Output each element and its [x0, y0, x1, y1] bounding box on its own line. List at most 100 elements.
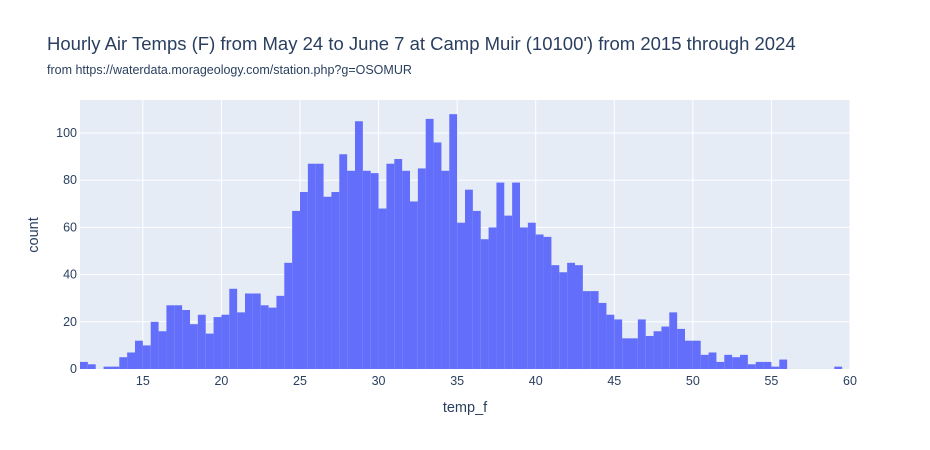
histogram-bar[interactable] — [87, 364, 96, 369]
histogram-bar[interactable] — [292, 210, 300, 369]
histogram-bar[interactable] — [417, 168, 426, 369]
histogram-bar[interactable] — [111, 366, 120, 369]
histogram-bar[interactable] — [661, 326, 670, 369]
histogram-bar[interactable] — [237, 312, 245, 369]
histogram-bar[interactable] — [614, 319, 623, 369]
histogram-bar[interactable] — [80, 361, 88, 369]
histogram-bar[interactable] — [315, 163, 324, 369]
histogram-bar[interactable] — [771, 366, 780, 369]
histogram-bar[interactable] — [150, 321, 159, 369]
histogram-bar[interactable] — [692, 340, 701, 369]
histogram-bar[interactable] — [449, 114, 458, 369]
histogram-bar[interactable] — [300, 192, 308, 369]
histogram-bar[interactable] — [378, 208, 387, 369]
histogram-bar[interactable] — [669, 312, 678, 369]
x-tick-label: 50 — [686, 374, 700, 388]
y-tick-label: 20 — [63, 315, 77, 329]
histogram-bar[interactable] — [598, 302, 607, 369]
histogram-bar[interactable] — [465, 189, 473, 369]
histogram-bar[interactable] — [268, 307, 277, 369]
histogram-bar[interactable] — [252, 293, 261, 369]
histogram-bar[interactable] — [307, 163, 316, 369]
histogram-bar[interactable] — [472, 210, 481, 369]
histogram-bar[interactable] — [386, 163, 395, 369]
histogram-bar[interactable] — [582, 291, 591, 369]
histogram-bar[interactable] — [441, 170, 450, 369]
histogram-bar[interactable] — [747, 364, 756, 369]
x-tick-label: 55 — [764, 374, 778, 388]
histogram-bar[interactable] — [645, 335, 654, 369]
histogram-bar[interactable] — [190, 324, 198, 369]
histogram-bar[interactable] — [127, 352, 135, 369]
histogram-bar[interactable] — [496, 182, 505, 369]
histogram-bar[interactable] — [480, 239, 489, 369]
histogram-bar[interactable] — [559, 272, 568, 369]
histogram-bar[interactable] — [339, 154, 348, 369]
histogram-bar[interactable] — [331, 192, 340, 369]
histogram-bar[interactable] — [677, 328, 685, 369]
histogram-bar[interactable] — [425, 118, 434, 369]
histogram-bar[interactable] — [653, 331, 662, 369]
histogram-bar[interactable] — [394, 158, 403, 369]
histogram-bar[interactable] — [685, 340, 693, 369]
histogram-bar[interactable] — [551, 265, 560, 369]
histogram-bar[interactable] — [119, 357, 128, 369]
histogram-bar[interactable] — [567, 262, 575, 369]
histogram-bar[interactable] — [732, 357, 740, 369]
histogram-bar[interactable] — [370, 173, 379, 369]
histogram-bar[interactable] — [174, 305, 183, 369]
histogram-bar[interactable] — [402, 170, 410, 369]
histogram-bar[interactable] — [197, 314, 206, 369]
histogram-bar[interactable] — [520, 227, 528, 369]
histogram-bar[interactable] — [103, 366, 112, 369]
histogram-bar[interactable] — [433, 142, 442, 369]
histogram-bar[interactable] — [606, 314, 615, 369]
histogram-bar[interactable] — [834, 366, 843, 369]
histogram-bar[interactable] — [323, 196, 332, 369]
histogram-bar[interactable] — [221, 314, 230, 369]
histogram-bar[interactable] — [362, 170, 371, 369]
histogram-bar[interactable] — [276, 295, 285, 369]
histogram-bar[interactable] — [527, 222, 536, 369]
histogram-bar[interactable] — [355, 121, 363, 369]
histogram-bar[interactable] — [622, 338, 630, 369]
histogram-bar[interactable] — [504, 215, 513, 369]
x-tick-label: 20 — [214, 374, 228, 388]
histogram-bar[interactable] — [700, 354, 709, 369]
histogram-bar[interactable] — [590, 291, 599, 369]
histogram-bar[interactable] — [205, 333, 214, 369]
histogram-bar[interactable] — [410, 201, 418, 369]
histogram-bar[interactable] — [543, 236, 552, 369]
histogram-bar[interactable] — [755, 361, 764, 369]
histogram-bar[interactable] — [488, 227, 497, 369]
histogram-bar[interactable] — [763, 361, 772, 369]
histogram-bar[interactable] — [182, 310, 190, 369]
chart-subtitle: from https://waterdata.morageology.com/s… — [47, 63, 412, 77]
histogram-bar[interactable] — [284, 262, 293, 369]
histogram-bar[interactable] — [260, 305, 269, 369]
histogram-bar[interactable] — [630, 338, 638, 369]
histogram-bar[interactable] — [708, 352, 717, 369]
histogram-bar[interactable] — [724, 354, 733, 369]
histogram-bar[interactable] — [779, 359, 788, 369]
x-tick-label: 40 — [529, 374, 543, 388]
histogram-bar[interactable] — [575, 265, 583, 369]
histogram-bar[interactable] — [213, 317, 222, 369]
histogram-bar[interactable] — [716, 361, 725, 369]
histogram-bar[interactable] — [142, 345, 151, 369]
histogram-bar[interactable] — [245, 293, 253, 369]
y-tick-label: 80 — [63, 173, 77, 187]
histogram-bar[interactable] — [535, 234, 544, 370]
x-axis-ticks: 15 20 25 30 35 40 45 50 55 60 — [136, 374, 857, 388]
histogram-bar[interactable] — [637, 319, 646, 369]
histogram-bar[interactable] — [229, 288, 238, 369]
x-tick-label: 30 — [372, 374, 386, 388]
histogram-bar[interactable] — [740, 354, 748, 369]
bars[interactable] — [80, 114, 843, 370]
histogram-bar[interactable] — [135, 340, 143, 369]
histogram-bar[interactable] — [158, 331, 167, 369]
histogram-bar[interactable] — [512, 182, 520, 369]
histogram-bar[interactable] — [457, 222, 465, 369]
histogram-bar[interactable] — [347, 170, 355, 369]
histogram-bar[interactable] — [166, 305, 175, 369]
